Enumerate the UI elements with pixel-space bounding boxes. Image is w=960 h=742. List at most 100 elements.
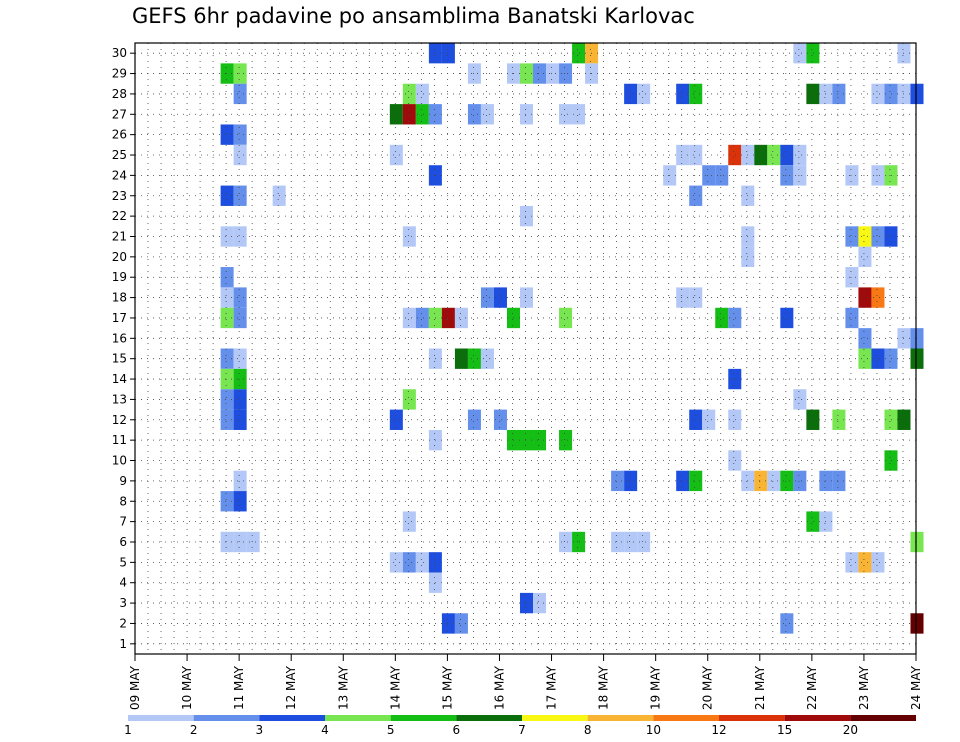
heatmap-cell [519,592,534,614]
heatmap-cell [793,43,807,64]
colorbar-label: 10 [646,723,661,737]
heatmap-cell [754,470,768,492]
heatmap-cell [793,165,807,186]
heatmap-cell [611,531,625,553]
y-tick-label: 11 [112,433,127,447]
heatmap-cell [806,511,820,532]
heatmap-cell [728,409,742,430]
heatmap-cell [220,307,234,329]
heatmap-cell [233,409,247,430]
heatmap-cell [884,409,898,430]
heatmap-cell [533,592,547,614]
heatmap-cell [637,83,651,105]
heatmap-cell [389,409,403,430]
heatmap-cell [858,552,872,573]
y-tick-label: 8 [119,494,127,508]
heatmap-cell [572,104,586,125]
y-tick-label: 28 [112,87,127,101]
heatmap-cell [689,409,703,430]
y-tick-label: 6 [119,535,127,549]
colorbar-label: 15 [777,723,792,737]
heatmap-cell [415,104,429,125]
y-tick-label: 26 [112,128,127,142]
heatmap-cell [884,450,898,471]
x-tick-label: 13 MAY [336,665,350,710]
x-tick-label: 23 MAY [857,665,871,710]
heatmap-cell [806,43,820,64]
x-tick-label: 14 MAY [388,665,402,710]
heatmap-cell [389,104,403,125]
x-tick-label: 21 MAY [753,665,767,710]
heatmap-cell [467,63,481,84]
heatmap-cell [233,531,247,553]
x-tick-label: 11 MAY [232,665,246,710]
colorbar-label: 12 [711,723,726,737]
colorbar-segment [193,715,260,721]
colorbar-label: 8 [584,723,592,737]
y-tick-label: 12 [112,413,127,427]
y-tick-label: 19 [112,270,127,284]
heatmap-cell [441,613,455,634]
heatmap-cell [454,348,468,369]
heatmap-cell [402,307,416,329]
heatmap-cell [220,531,234,553]
colorbar-segment [259,715,325,721]
heatmap-cell [637,531,651,553]
y-tick-label: 13 [112,392,127,406]
heatmap-cell [871,287,885,308]
heatmap-cell [780,613,794,634]
heatmap-cell [493,409,507,430]
cells-layer [220,43,924,634]
heatmap-cell [233,287,247,308]
heatmap-cell [220,348,234,369]
heatmap-cell [780,165,794,186]
heatmap-cell [572,43,586,64]
colorbar-segment [456,715,522,721]
heatmap-cell [519,63,534,84]
heatmap-cell [728,307,742,329]
y-tick-label: 29 [112,67,127,81]
heatmap-cell [415,552,429,573]
colorbar-segment [522,715,588,721]
heatmap-cell [415,83,429,105]
heatmap-cell [233,470,247,492]
heatmap-cell [402,389,416,410]
heatmap-cell [220,389,234,410]
heatmap-cell [233,389,247,410]
heatmap-cell [793,144,807,166]
x-tick-label: 15 MAY [440,665,454,710]
heatmap-cell [910,613,924,634]
heatmap-cell [689,287,703,308]
y-tick-label: 3 [119,596,127,610]
colorbar-segment [325,715,391,721]
heatmap-cell [233,348,247,369]
heatmap-cell [728,144,742,166]
heatmap-cell [728,450,742,471]
chart-title: GEFS 6hr padavine po ansamblima Banatski… [132,4,695,28]
y-tick-label: 23 [112,189,127,203]
colorbar-segment [390,715,457,721]
heatmap-cell [871,83,885,105]
heatmap-cell [389,552,403,573]
y-tick-label: 5 [119,555,127,569]
heatmap-cell [233,124,247,145]
y-tick-label: 9 [119,474,127,488]
colorbar-label: 20 [843,723,858,737]
x-tick-label: 24 MAY [909,665,923,710]
heatmap-cell [793,389,807,410]
heatmap-cell [884,226,898,247]
grid-layer [134,43,917,654]
colorbar-segment [128,715,194,721]
heatmap-cell [676,470,690,492]
heatmap-cell [754,144,768,166]
y-tick-label: 1 [119,637,127,651]
heatmap-cell [519,104,534,125]
heatmap-cell [519,205,534,227]
heatmap-cell [845,165,859,186]
heatmap-cell [467,104,481,125]
colorbar-label: 6 [453,723,461,737]
x-tick-label: 19 MAY [649,665,663,710]
y-tick-label: 4 [119,576,127,590]
heatmap-cell [845,226,859,247]
colorbar-segment [784,715,851,721]
